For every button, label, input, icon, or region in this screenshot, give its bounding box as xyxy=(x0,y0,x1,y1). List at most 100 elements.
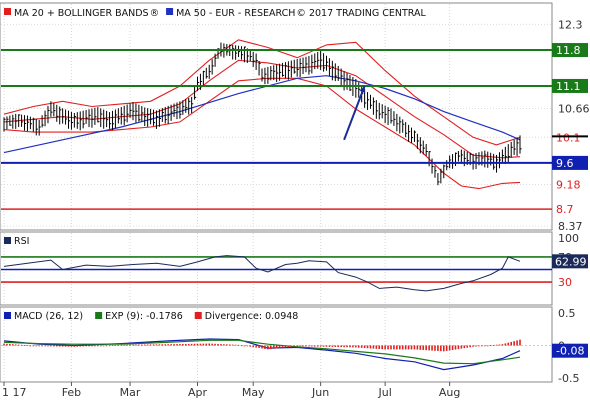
forecast-arrow xyxy=(343,85,366,141)
divergence-bar xyxy=(149,344,152,346)
x-tick-label: May xyxy=(242,386,265,399)
divergence-bar xyxy=(228,344,231,346)
divergence-bar xyxy=(510,341,513,346)
divergence-bar xyxy=(513,341,515,346)
legend-swatch xyxy=(4,237,11,244)
level-label: 10.1 xyxy=(556,131,581,144)
divergence-bar xyxy=(41,345,43,347)
x-tick-label: Jun xyxy=(311,386,329,399)
divergence-bar xyxy=(264,345,266,349)
divergence-bar xyxy=(293,345,296,347)
divergence-bar xyxy=(343,345,345,348)
level-box xyxy=(552,78,588,93)
divergence-bar xyxy=(184,343,187,346)
divergence-bar xyxy=(255,345,257,348)
x-tick-label: Feb xyxy=(62,386,81,399)
divergence-bar xyxy=(308,345,310,347)
divergence-bar xyxy=(287,345,290,348)
divergence-bar xyxy=(258,345,260,349)
divergence-bar xyxy=(38,345,40,347)
divergence-bar xyxy=(475,345,477,347)
divergence-bar xyxy=(35,345,38,347)
divergence-bar xyxy=(155,344,158,346)
level-label: 8.7 xyxy=(556,203,574,216)
divergence-bar xyxy=(302,345,304,347)
divergence-bar xyxy=(507,342,510,346)
level-box xyxy=(552,43,588,58)
divergence-bar xyxy=(275,345,278,349)
divergence-bar xyxy=(381,345,384,350)
rsi-last-label: 62.99 xyxy=(555,255,587,268)
divergence-bar xyxy=(407,345,410,350)
divergence-bar xyxy=(249,345,252,347)
divergence-bar xyxy=(355,345,357,348)
rsi-last-box xyxy=(552,254,588,269)
divergence-bar xyxy=(61,345,64,347)
x-tick-label: Mar xyxy=(120,386,141,399)
divergence-bar xyxy=(504,343,507,346)
divergence-bar xyxy=(152,344,155,346)
divergence-bar xyxy=(431,345,433,351)
divergence-bar xyxy=(32,345,35,347)
divergence-bar xyxy=(296,345,298,347)
divergence-bar xyxy=(261,345,263,349)
divergence-bar xyxy=(305,345,307,347)
divergence-bar xyxy=(337,345,340,348)
legend-label: RSI xyxy=(14,236,29,247)
divergence-bar xyxy=(492,344,495,346)
divergence-bar xyxy=(135,344,137,346)
divergence-bar xyxy=(366,345,369,349)
divergence-bar xyxy=(240,345,243,347)
divergence-bar xyxy=(498,344,501,346)
divergence-bar xyxy=(516,340,518,346)
divergence-bar xyxy=(384,345,386,350)
y-tick-label: 10.66 xyxy=(558,103,590,116)
y-tick-label: 8.37 xyxy=(558,220,583,233)
divergence-bar xyxy=(196,343,199,346)
legend-symbol: ® xyxy=(150,8,160,19)
divergence-bar xyxy=(91,345,93,347)
divergence-bar xyxy=(220,344,222,346)
divergence-bar xyxy=(372,345,375,349)
divergence-bar xyxy=(243,345,246,347)
divergence-bar xyxy=(269,345,272,350)
price-bars xyxy=(3,42,522,186)
divergence-bar xyxy=(442,345,445,352)
divergence-bar xyxy=(278,345,281,349)
divergence-bar xyxy=(457,345,460,350)
y-tick-label: 12.3 xyxy=(558,18,583,31)
macd-series-exp xyxy=(3,339,521,365)
divergence-bar xyxy=(428,345,430,351)
divergence-bar xyxy=(23,345,26,346)
divergence-bar xyxy=(460,345,463,349)
divergence-bar xyxy=(393,345,395,350)
divergence-bar xyxy=(416,345,419,350)
x-tick-label: Apr xyxy=(188,386,208,399)
divergence-bar xyxy=(82,345,84,347)
divergence-bar xyxy=(290,345,293,347)
divergence-bar xyxy=(190,343,193,346)
divergence-bar xyxy=(272,345,275,349)
macd-last-box xyxy=(552,343,588,358)
divergence-bar xyxy=(489,345,492,347)
divergence-bar xyxy=(486,345,489,347)
divergence-bar xyxy=(117,344,120,346)
level-box xyxy=(552,155,588,170)
divergence-bar xyxy=(173,344,175,346)
divergence-bar xyxy=(214,343,216,346)
divergence-bar xyxy=(448,345,451,351)
divergence-bar xyxy=(3,343,5,346)
divergence-bar xyxy=(55,345,58,347)
divergence-bar xyxy=(231,344,234,346)
divergence-bar xyxy=(208,343,211,346)
series-lower xyxy=(3,77,521,190)
divergence-bar xyxy=(67,345,70,347)
divergence-bar xyxy=(451,345,454,350)
level-label: 9.6 xyxy=(556,157,574,170)
divergence-bar xyxy=(246,345,249,347)
divergence-bar xyxy=(76,345,79,347)
legend-label: EXP (9): -0.1786 xyxy=(105,311,183,322)
divergence-bar xyxy=(132,344,134,346)
legend-swatch xyxy=(166,8,174,15)
